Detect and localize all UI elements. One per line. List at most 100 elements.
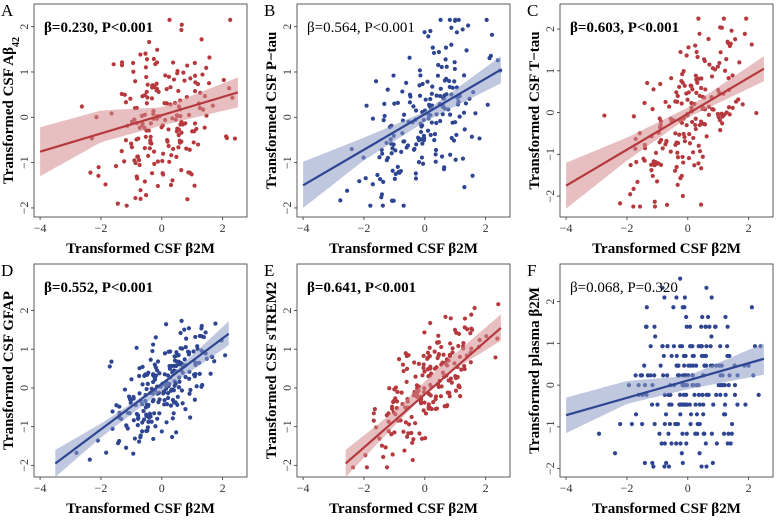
- data-point: [722, 112, 727, 117]
- data-point: [122, 387, 128, 392]
- data-point: [188, 387, 193, 393]
- plot-frame: [296, 263, 511, 478]
- data-point: [413, 176, 419, 181]
- data-point: [166, 349, 171, 354]
- data-point: [420, 81, 425, 87]
- data-point: [652, 199, 657, 204]
- data-point: [417, 68, 422, 73]
- y-tick-label: 0: [543, 110, 557, 116]
- data-point: [134, 411, 140, 417]
- data-point: [138, 52, 143, 57]
- stat-annotation: β=0.552, P<0.001: [44, 280, 153, 296]
- y-tick-label: 1: [543, 68, 557, 74]
- data-point: [688, 412, 694, 417]
- x-axis-label: Transformed CSF β2M: [329, 501, 478, 517]
- data-point: [177, 140, 183, 145]
- data-point: [175, 394, 180, 400]
- data-point: [704, 134, 709, 139]
- data-point: [633, 412, 639, 417]
- confidence-band: [40, 77, 238, 177]
- stat-annotation: β=0.564, P<0.001: [307, 20, 415, 36]
- data-point: [725, 39, 730, 44]
- data-point: [176, 353, 181, 358]
- data-point: [432, 132, 438, 137]
- data-point: [439, 384, 444, 389]
- data-point: [749, 42, 754, 47]
- x-tick-label: −4: [297, 221, 310, 235]
- data-point: [425, 79, 430, 84]
- data-point: [470, 173, 475, 178]
- data-point: [452, 60, 457, 65]
- data-point: [416, 160, 422, 165]
- data-point: [726, 76, 731, 81]
- data-point: [152, 161, 157, 166]
- plot-area: [565, 16, 765, 209]
- data-point: [418, 401, 424, 406]
- data-point: [159, 429, 164, 434]
- data-point: [727, 112, 732, 117]
- data-point: [722, 402, 728, 407]
- data-point: [392, 101, 397, 106]
- y-axis-label-text: Transformed CSF sTREM2: [264, 282, 280, 460]
- data-point: [195, 142, 201, 147]
- panel-letter: B: [264, 1, 275, 20]
- data-point: [407, 100, 412, 105]
- data-point: [143, 134, 148, 139]
- stat-annotation: β=0.603, P<0.001: [570, 20, 679, 36]
- y-axis-label: Transformed CSF P−tau: [264, 32, 280, 190]
- data-point: [743, 402, 748, 407]
- data-point: [183, 121, 188, 126]
- data-point: [719, 383, 724, 388]
- data-point: [406, 431, 411, 436]
- data-point: [447, 394, 452, 399]
- data-point: [144, 101, 150, 106]
- data-point: [142, 179, 147, 184]
- data-point: [718, 25, 723, 30]
- data-point: [682, 139, 687, 144]
- data-point: [157, 371, 162, 376]
- data-point: [199, 334, 204, 339]
- data-point: [168, 403, 174, 408]
- data-point: [425, 128, 431, 133]
- data-point: [697, 31, 702, 36]
- data-point: [649, 402, 655, 407]
- data-point: [456, 383, 461, 388]
- data-point: [715, 64, 721, 69]
- data-point: [391, 399, 396, 405]
- data-point: [666, 431, 671, 436]
- x-tick-label: 2: [220, 481, 226, 495]
- data-point: [232, 136, 238, 141]
- data-point: [159, 125, 164, 130]
- data-point: [204, 65, 209, 70]
- data-point: [164, 402, 170, 407]
- data-point: [710, 460, 715, 466]
- data-point: [443, 45, 449, 50]
- data-point: [171, 146, 176, 152]
- data-point: [683, 353, 688, 359]
- data-point: [391, 73, 396, 78]
- data-point: [142, 373, 147, 378]
- x-axis-label: Transformed CSF β2M: [329, 241, 478, 257]
- data-point: [473, 111, 478, 116]
- data-point: [407, 92, 413, 97]
- data-point: [651, 87, 656, 92]
- data-point: [193, 80, 198, 85]
- data-point: [192, 121, 198, 126]
- data-point: [468, 360, 473, 365]
- data-point: [684, 392, 689, 397]
- data-point: [155, 47, 160, 52]
- data-point: [709, 74, 715, 79]
- plot-frame: [33, 263, 248, 478]
- data-point: [417, 93, 423, 98]
- data-point: [404, 145, 409, 150]
- data-point: [144, 412, 149, 417]
- data-point: [390, 168, 395, 173]
- data-point: [138, 188, 143, 193]
- x-tick-label: 0: [422, 481, 428, 495]
- data-point: [662, 464, 667, 469]
- data-point: [384, 158, 389, 163]
- data-point: [696, 161, 701, 166]
- data-point: [156, 400, 161, 405]
- data-point: [169, 153, 174, 158]
- data-point: [484, 17, 489, 22]
